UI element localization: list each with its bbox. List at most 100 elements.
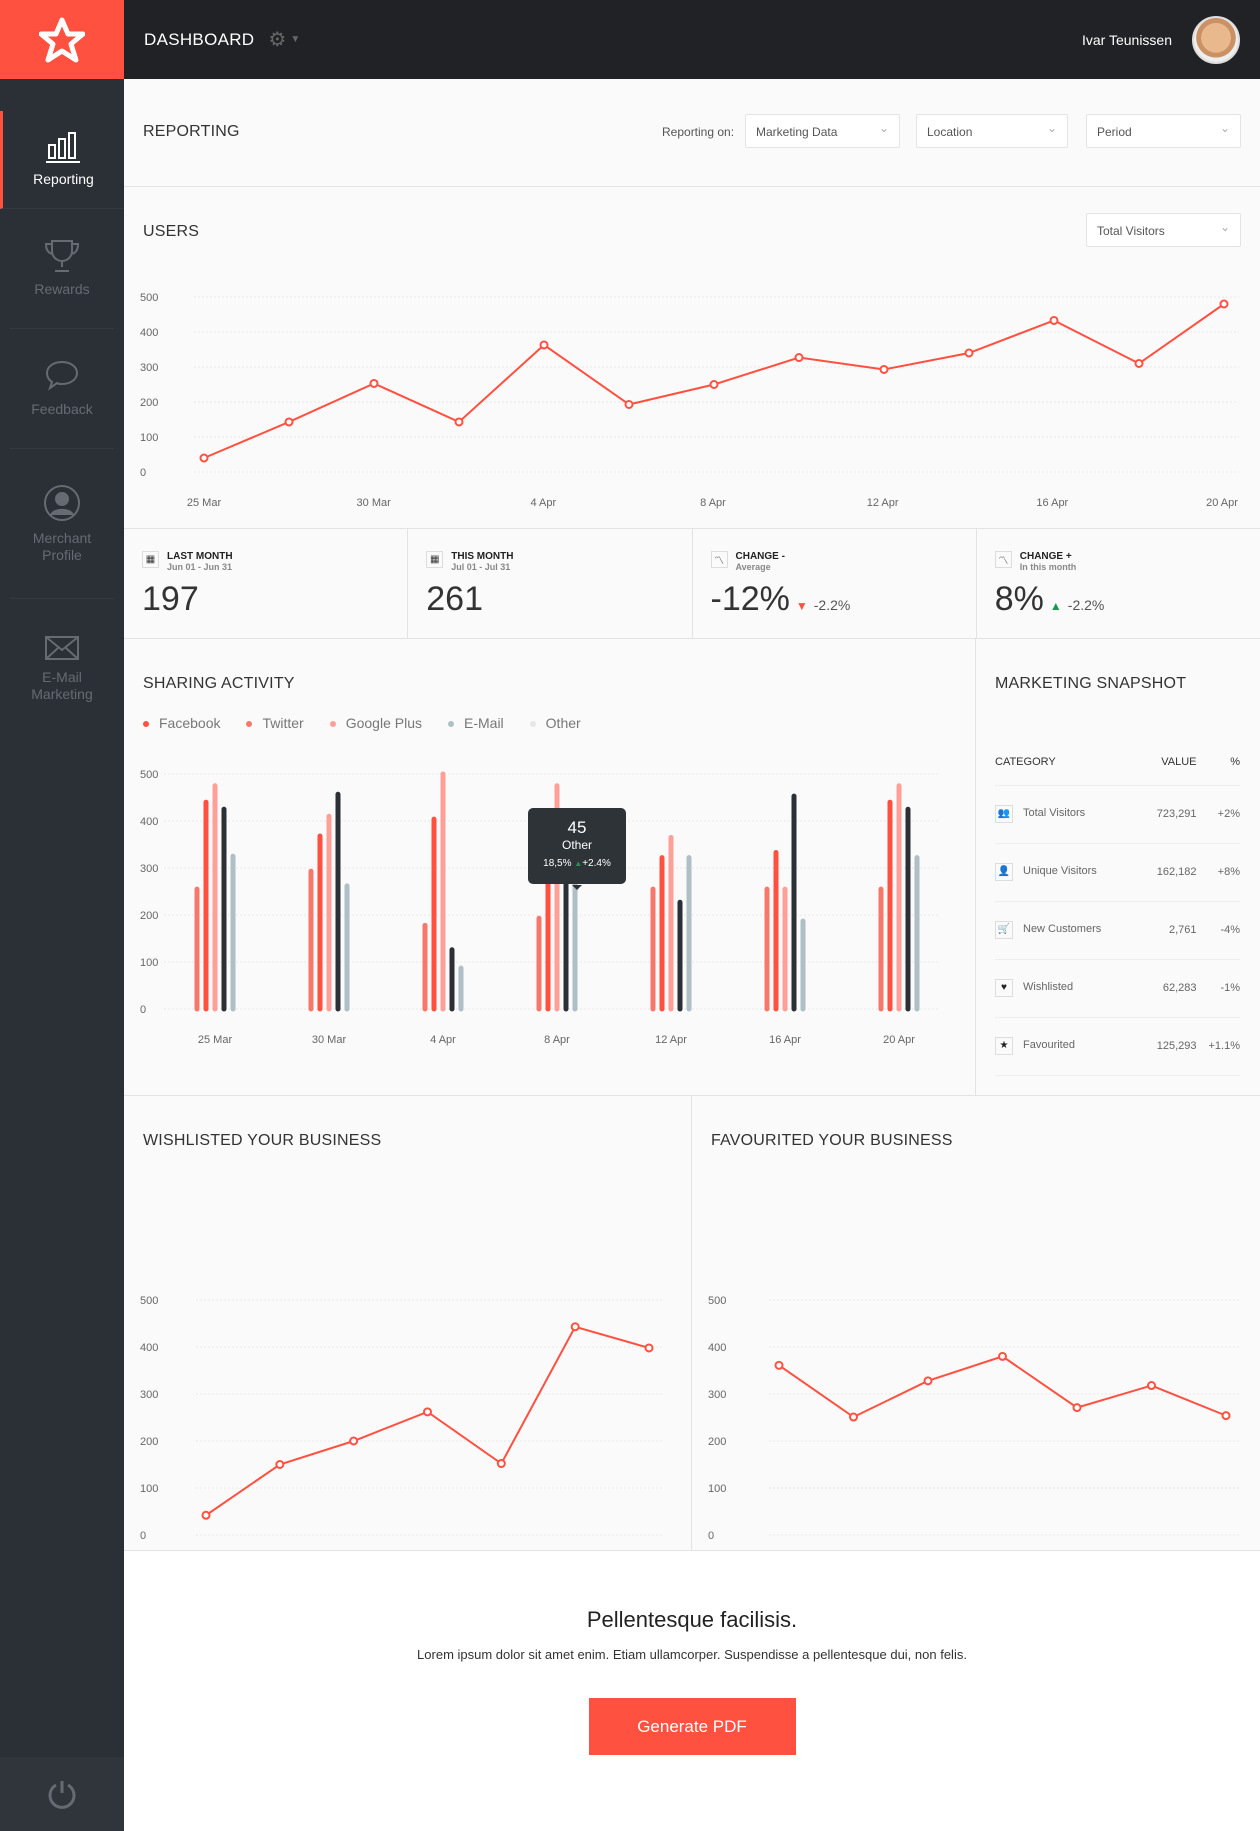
sidebar: Reporting Rewards Feedback Merchant Prof… [0, 79, 124, 1831]
caret-down-icon[interactable]: ▼ [290, 34, 301, 45]
sidebar-item-merchant-profile[interactable]: Merchant Profile [10, 449, 114, 599]
pct-cell: +2% [1196, 785, 1240, 844]
data-point [998, 1351, 1007, 1361]
y-tick-label: 300 [708, 1389, 726, 1401]
star-logo-icon [39, 17, 85, 62]
sidebar-item-label: Rewards [34, 281, 90, 297]
value-cell: 125,293 [1141, 1017, 1197, 1076]
y-tick-label: 400 [140, 1342, 158, 1354]
stat-label: CHANGE + [1019, 551, 1072, 562]
marketing-data-select[interactable]: Marketing Data [745, 114, 900, 148]
stat-value: 261 [426, 580, 483, 618]
sidebar-item-feedback[interactable]: Feedback [10, 329, 114, 449]
pct-cell: -1% [1196, 959, 1240, 1018]
y-tick-label: 200 [708, 1436, 726, 1448]
data-point [496, 1459, 506, 1469]
logo[interactable] [0, 0, 124, 79]
legend-dot-icon [143, 721, 149, 728]
data-point [369, 378, 379, 388]
legend-label: E-Mail [464, 715, 504, 731]
tooltip-pct: 18,5% [543, 858, 572, 869]
trend-icon: 〽 [710, 551, 728, 568]
stat-value: 197 [142, 580, 199, 618]
data-point [1072, 1403, 1082, 1413]
column-header: VALUE [1141, 739, 1197, 786]
data-point [349, 1436, 359, 1446]
calendar-icon: ▦ [142, 551, 159, 568]
legend-item[interactable]: Twitter [246, 715, 304, 731]
stat-label: LAST MONTH [167, 551, 233, 562]
y-tick-label: 400 [708, 1342, 726, 1354]
stat-label: THIS MONTH [451, 551, 514, 562]
chart-tooltip: 45 Other 18,5% ▲+2.4% [528, 808, 626, 890]
sidebar-item-reporting[interactable]: Reporting [0, 111, 124, 209]
stat-sub: In this month [1019, 562, 1077, 572]
section-title: FAVOURITED YOUR BUSINESS [711, 1132, 953, 1149]
table-row[interactable]: 🛒 New Customers 2,761 -4% [995, 901, 1240, 960]
x-tick-label: 16 Apr [1036, 497, 1068, 509]
x-tick-label: 4 Apr [430, 1034, 456, 1046]
sidebar-item-email-marketing[interactable]: E-Mail Marketing [10, 599, 114, 739]
data-point [423, 1407, 432, 1417]
top-bar: DASHBOARD ⚙ ▼ Ivar Teunissen [124, 0, 1260, 79]
table-row[interactable]: 👥 Total Visitors 723,291 +2% [995, 785, 1240, 844]
favourited-section: FAVOURITED YOUR BUSINESS 0 100 200 300 400 50… [692, 1096, 1260, 1551]
section-title: WISHLISTED YOUR BUSINESS [143, 1132, 382, 1149]
table-row[interactable]: ★ Favourited 125,293 +1.1% [995, 1017, 1240, 1076]
user-name[interactable]: Ivar Teunissen [1081, 31, 1172, 48]
data-point [454, 417, 464, 427]
y-tick-label: 0 [140, 1004, 146, 1016]
table-row[interactable]: ♥ Wishlisted 62,283 -1% [995, 959, 1240, 1018]
generate-pdf-button[interactable]: Generate PDF [588, 1698, 796, 1755]
pct-cell: -4% [1196, 901, 1240, 960]
data-point [284, 417, 294, 427]
column-header: % [1196, 739, 1240, 786]
table-row[interactable]: 👤 Unique Visitors 162,182 +8% [995, 843, 1240, 902]
data-point [201, 1510, 211, 1520]
legend-item[interactable]: Other [529, 715, 581, 731]
tooltip-name: Other [561, 838, 592, 852]
power-button[interactable] [0, 1757, 124, 1831]
column-header: CATEGORY [995, 739, 1142, 786]
speech-bubble-icon [45, 360, 79, 391]
stat-card: ▦ LAST MONTH Jun 01 - Jun 31 197 [124, 529, 409, 638]
legend-label: Other [545, 715, 581, 731]
data-point [849, 1412, 858, 1422]
sidebar-item-rewards[interactable]: Rewards [10, 209, 114, 329]
legend-dot-icon [448, 721, 454, 728]
reporting-on-label: Reporting on: [662, 125, 735, 139]
section-title: MARKETING SNAPSHOT [995, 675, 1187, 692]
up-arrow-icon: ▲ [1049, 599, 1062, 613]
tooltip-value: 45 [567, 818, 587, 837]
footer-section: Pellentesque facilisis. Lorem ipsum dolo… [124, 1551, 1260, 1831]
data-point [923, 1376, 933, 1386]
stat-card: 〽 CHANGE + In this month 8% ▲ -2.2% [977, 529, 1260, 638]
legend-item[interactable]: Google Plus [329, 715, 422, 731]
y-tick-label: 100 [708, 1483, 726, 1495]
y-tick-label: 400 [140, 327, 158, 339]
data-point [774, 1360, 784, 1370]
gear-icon[interactable]: ⚙ [268, 29, 287, 51]
y-tick-label: 200 [140, 1436, 158, 1448]
legend-item[interactable]: E-Mail [448, 715, 504, 731]
envelope-icon [45, 636, 79, 660]
stat-label: CHANGE - [735, 551, 785, 562]
cart-icon: 🛒 [995, 921, 1013, 939]
heart-icon: ♥ [995, 979, 1013, 997]
stat-value: -12% [710, 580, 790, 618]
users-icon: 👥 [995, 805, 1013, 823]
location-select[interactable]: Location [916, 114, 1068, 148]
data-point [709, 380, 719, 389]
category-cell: New Customers [1023, 923, 1102, 935]
x-tick-label: 16 Apr [769, 1034, 801, 1046]
legend-item[interactable]: Facebook [143, 715, 220, 731]
footer-title: Pellentesque facilisis. [586, 1607, 798, 1632]
data-point [644, 1343, 654, 1353]
stat-sub: Jun 01 - Jun 31 [167, 562, 233, 572]
value-cell: 723,291 [1141, 785, 1197, 844]
power-icon [48, 1781, 76, 1809]
wishlisted-section: WISHLISTED YOUR BUSINESS 0 100 200 300 400 50… [124, 1096, 692, 1551]
period-select[interactable]: Period [1086, 114, 1241, 148]
total-visitors-select[interactable]: Total Visitors [1086, 213, 1241, 247]
avatar[interactable] [1192, 15, 1240, 64]
